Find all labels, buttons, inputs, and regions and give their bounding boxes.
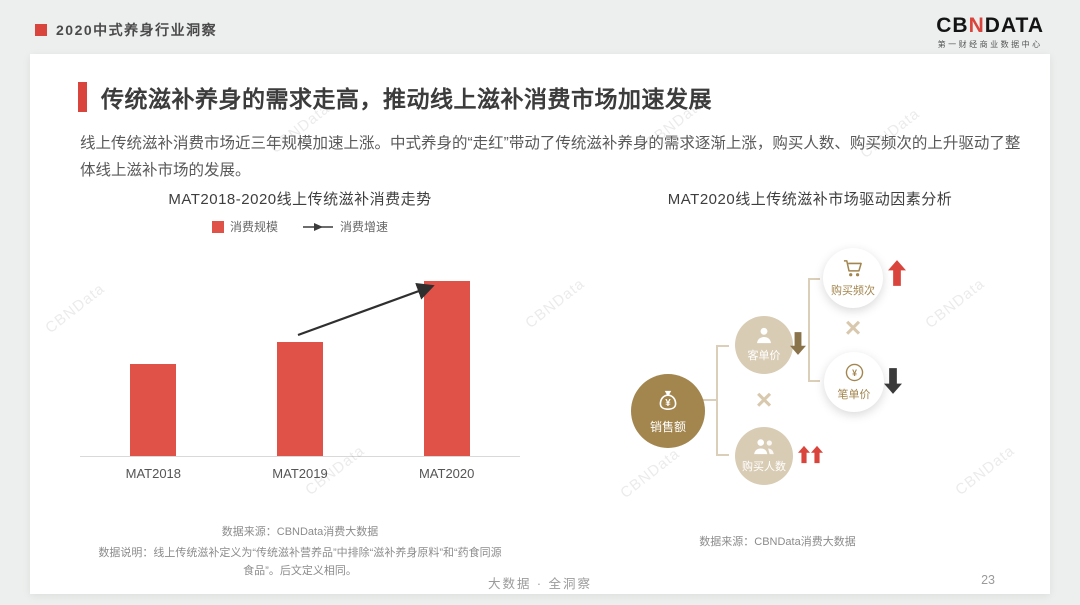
logo-subtitle: 第一财经商业数据中心 bbox=[937, 40, 1043, 50]
svg-text:¥: ¥ bbox=[852, 368, 857, 378]
chart-note: 数据说明：线上传统滋补定义为“传统滋补营养品”中排除“滋补养身原料”和“药食同源… bbox=[98, 547, 502, 577]
line-legend-swatch bbox=[303, 222, 333, 231]
intro-paragraph: 线上传统滋补消费市场近三年规模加速上涨。中式养身的“走红”带动了传统滋补养身的需… bbox=[80, 135, 1021, 180]
legend-label-growth: 消费增速 bbox=[340, 220, 389, 234]
slide-title-block: 传统滋补养身的需求走高，推动线上滋补消费市场加速发展 bbox=[78, 80, 712, 114]
cart-icon bbox=[841, 258, 865, 284]
bar-slot bbox=[373, 281, 520, 456]
connector-line bbox=[702, 399, 716, 401]
chart-title: MAT2018-2020线上传统滋补消费走势 bbox=[168, 191, 432, 208]
footer-tagline: 大数据 · 全洞察 bbox=[487, 577, 593, 591]
bracket-sales-split bbox=[716, 345, 729, 456]
bar-category-label: MAT2018 bbox=[125, 466, 182, 481]
node-label: 笔单价 bbox=[837, 388, 871, 401]
bar-category-label: MAT2020 bbox=[418, 466, 475, 481]
report-title: 2020中式养身行业洞察 bbox=[56, 22, 218, 38]
down-arrow-icon bbox=[884, 366, 902, 396]
bar-plot-area bbox=[80, 247, 520, 457]
category-labels: MAT2018 MAT2019 MAT2020 bbox=[80, 466, 520, 481]
bars-container bbox=[80, 247, 520, 457]
legend-item-growth: 消费增速 bbox=[302, 218, 388, 235]
node-label: 客单价 bbox=[747, 350, 781, 363]
bar-MAT2020 bbox=[423, 281, 470, 456]
bar-category-label: MAT2019 bbox=[272, 466, 328, 481]
legend-label-scale: 消费规模 bbox=[229, 220, 278, 234]
legend-item-scale: 消费规模 bbox=[211, 218, 278, 235]
svg-text:¥: ¥ bbox=[665, 398, 671, 409]
up-arrow-icon bbox=[888, 258, 906, 288]
node-label: 购买频次 bbox=[831, 284, 875, 297]
diagram-title: MAT2020线上传统滋补市场驱动因素分析 bbox=[667, 191, 953, 208]
money-bag-icon: ¥ bbox=[655, 388, 681, 419]
chart-legend: 消费规模 消费增速 bbox=[80, 218, 520, 235]
logo-prefix: CB bbox=[936, 14, 969, 37]
top-header: 2020中式养身行业洞察 bbox=[35, 20, 217, 40]
bar-MAT2019 bbox=[277, 342, 323, 456]
node-per-order-price: ¥ 笔单价 bbox=[824, 352, 884, 412]
node-label: 购买人数 bbox=[742, 461, 786, 474]
people-icon bbox=[752, 437, 776, 460]
multiply-sign: × bbox=[844, 312, 862, 343]
bracket-aov-split bbox=[808, 278, 820, 382]
coin-icon: ¥ bbox=[844, 362, 865, 388]
bar-slot bbox=[80, 364, 227, 456]
logo-suffix: DATA bbox=[984, 14, 1044, 37]
double-up-arrow-icon bbox=[798, 441, 823, 468]
title-accent-bar bbox=[78, 82, 87, 112]
cbndata-logo: CBNDATA 第一财经商业数据中心 bbox=[936, 14, 1044, 50]
person-icon bbox=[754, 326, 774, 349]
logo-wordmark: CBNDATA bbox=[936, 14, 1044, 37]
driver-analysis-diagram: MAT2020线上传统滋补市场驱动因素分析 ¥ 销售额 客单价 bbox=[590, 188, 1030, 548]
node-buyers: 购买人数 bbox=[735, 427, 793, 485]
slide-title: 传统滋补养身的需求走高，推动线上滋补消费市场加速发展 bbox=[101, 86, 712, 112]
node-sales: ¥ 销售额 bbox=[631, 374, 705, 448]
node-purchase-frequency: 购买频次 bbox=[823, 248, 883, 308]
node-avg-order-value: 客单价 bbox=[735, 316, 793, 374]
slide-card: 传统滋补养身的需求走高，推动线上滋补消费市场加速发展 线上传统滋补消费市场近三年… bbox=[30, 54, 1050, 594]
bar-legend-swatch bbox=[211, 220, 224, 233]
chart-source: 数据来源：CBNData消费大数据 bbox=[221, 526, 379, 538]
down-arrow-icon bbox=[790, 330, 806, 357]
bar-MAT2018 bbox=[130, 364, 177, 456]
logo-accent-letter: N bbox=[968, 14, 985, 37]
consumption-trend-chart: MAT2018-2020线上传统滋补消费走势 消费规模 消费增速 bbox=[80, 188, 520, 580]
multiply-sign: × bbox=[755, 384, 773, 415]
bar-slot bbox=[227, 342, 374, 456]
page-number: 23 bbox=[981, 573, 995, 587]
section-marker-icon bbox=[35, 24, 47, 36]
diagram-source: 数据来源：CBNData消费大数据 bbox=[699, 536, 856, 548]
node-label: 销售额 bbox=[649, 419, 686, 434]
